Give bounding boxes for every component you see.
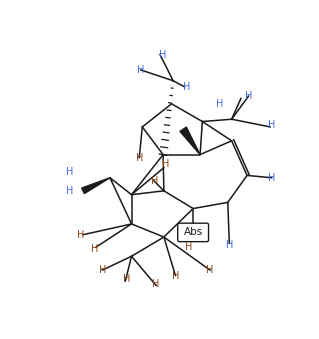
Polygon shape	[82, 178, 110, 194]
Text: H: H	[91, 244, 98, 254]
FancyBboxPatch shape	[178, 223, 209, 242]
Text: H: H	[226, 240, 233, 250]
Text: H: H	[137, 65, 145, 75]
Text: H: H	[185, 242, 192, 252]
Text: H: H	[245, 91, 252, 101]
Text: H: H	[123, 274, 130, 284]
Polygon shape	[180, 127, 200, 155]
Text: Abs: Abs	[183, 227, 203, 237]
Text: H: H	[136, 153, 143, 163]
Text: H: H	[183, 82, 191, 92]
Text: H: H	[268, 120, 275, 131]
Text: H: H	[159, 49, 166, 60]
Text: H: H	[152, 279, 160, 289]
Text: H: H	[206, 265, 214, 275]
Text: H: H	[66, 166, 74, 177]
Text: H: H	[77, 230, 85, 240]
Text: H: H	[172, 271, 179, 281]
Text: H: H	[268, 173, 275, 183]
Text: H: H	[151, 176, 158, 186]
Text: H: H	[99, 265, 106, 275]
Text: H: H	[66, 186, 74, 196]
Text: H: H	[216, 99, 223, 109]
Text: H: H	[162, 159, 170, 169]
